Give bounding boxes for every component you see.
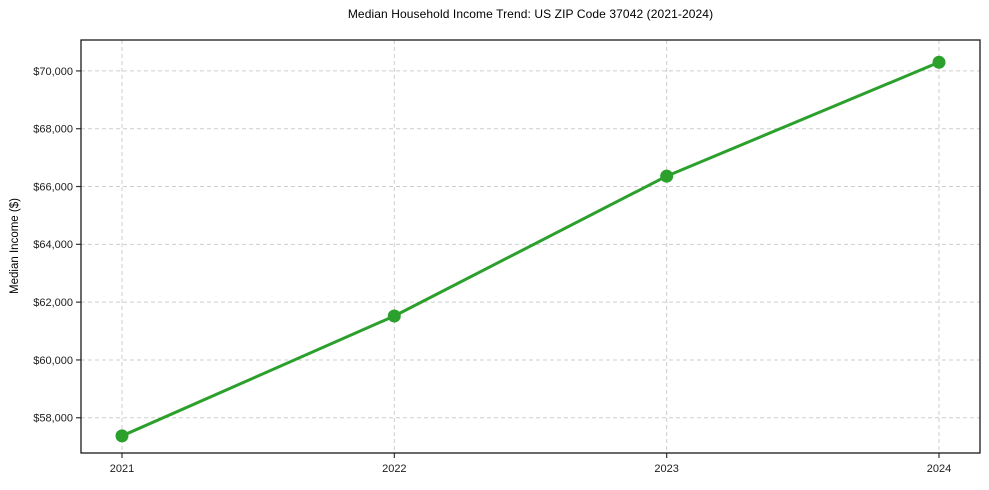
data-point-2023 bbox=[660, 169, 674, 183]
plot-border bbox=[80, 39, 981, 454]
y-tick-label: $62,000 bbox=[33, 297, 73, 309]
x-tick-label: 2022 bbox=[382, 463, 406, 475]
x-tick-label: 2023 bbox=[654, 463, 678, 475]
data-point-2024 bbox=[932, 55, 946, 69]
y-tick-label: $60,000 bbox=[33, 355, 73, 367]
data-point-2022 bbox=[387, 309, 401, 323]
trend-line bbox=[120, 60, 941, 438]
y-tick-label: $58,000 bbox=[33, 413, 73, 425]
y-tick-label: $64,000 bbox=[33, 239, 73, 251]
y-tick-label: $66,000 bbox=[33, 181, 73, 193]
x-tick-label: 2021 bbox=[110, 463, 134, 475]
y-tick-label: $70,000 bbox=[33, 66, 73, 78]
chart-title: Median Household Income Trend: US ZIP Co… bbox=[347, 7, 714, 21]
y-tick-label: $68,000 bbox=[33, 124, 73, 136]
data-point-2021 bbox=[115, 429, 129, 443]
x-tick-label: 2024 bbox=[927, 463, 951, 475]
